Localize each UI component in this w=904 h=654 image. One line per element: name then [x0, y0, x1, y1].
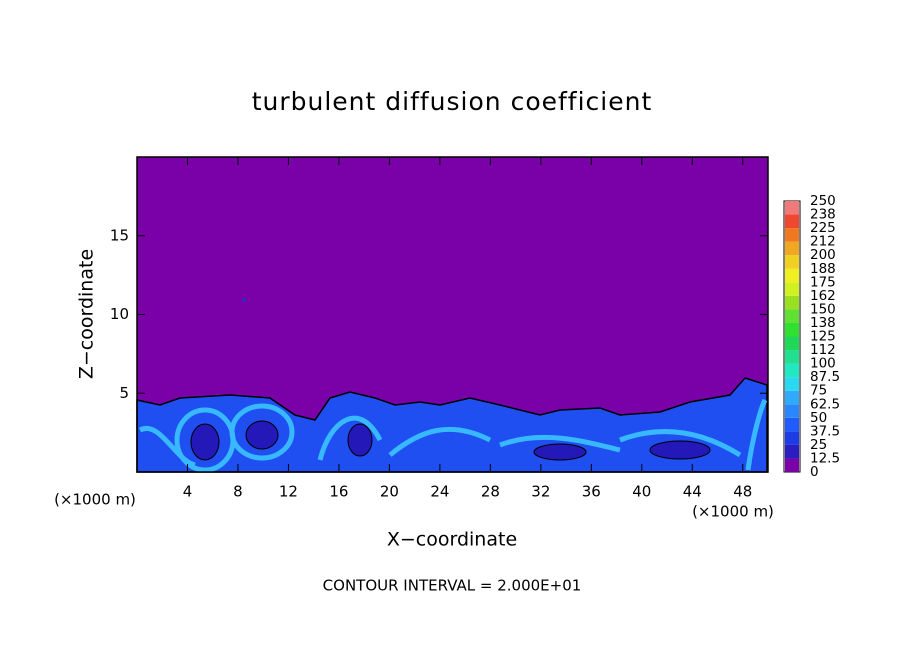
colorbar-band: [785, 228, 799, 242]
colorbar-label: 225: [810, 220, 836, 236]
colorbar-band: [785, 282, 799, 296]
field-spot: [242, 298, 246, 302]
x-tick-label: 16: [329, 483, 348, 501]
x-tick-label: 36: [582, 483, 601, 501]
colorbar-band: [785, 444, 799, 459]
y-tick-label: 10: [110, 305, 129, 323]
colorbar-label: 188: [810, 261, 836, 277]
colorbar-label: 12.5: [810, 450, 840, 466]
colorbar-band: [785, 214, 799, 229]
colorbar-label: 212: [810, 234, 836, 250]
contour-field: [136, 157, 768, 473]
chart-title: turbulent diffusion coefficient: [252, 87, 653, 116]
colorbar-label: 25: [810, 437, 827, 453]
colorbar-label: 175: [810, 274, 836, 290]
colorbar-band: [785, 350, 799, 364]
colorbar-band: [785, 322, 799, 337]
colorbar-label: 138: [810, 315, 836, 331]
colorbar-band: [785, 336, 799, 351]
colorbar-band: [785, 201, 799, 215]
colorbar-label: 200: [810, 247, 836, 263]
colorbar-label: 0: [810, 464, 819, 480]
colorbar-band: [785, 458, 799, 472]
x-tick-label: 24: [430, 483, 449, 501]
colorbar-label: 162: [810, 288, 836, 304]
colorbar-label: 37.5: [810, 423, 840, 439]
x-tick-label: 40: [632, 483, 651, 501]
x-tick-label: 20: [380, 483, 399, 501]
x-axis-label: X−coordinate: [387, 529, 517, 551]
x-tick-label: 8: [233, 483, 243, 501]
colorbar-label: 87.5: [810, 369, 840, 385]
x-tick-label: 28: [481, 483, 500, 501]
x-unit: (×1000 m): [692, 503, 774, 521]
colorbar-band: [785, 404, 799, 418]
colorbar-label: 238: [810, 207, 836, 223]
field-swirls: [138, 398, 768, 473]
x-tick-label: 12: [279, 483, 298, 501]
colorbar-band: [785, 377, 799, 391]
colorbar-label: 150: [810, 301, 836, 317]
colorbar-label: 100: [810, 356, 836, 372]
y-unit: (×1000 m): [54, 491, 136, 509]
colorbar-band: [785, 268, 799, 283]
x-tick-label: 48: [733, 483, 752, 501]
colorbar-band: [785, 363, 799, 378]
x-tick-label: 32: [531, 483, 550, 501]
colorbar-band: [785, 309, 799, 323]
field-cores: [190, 420, 711, 461]
colorbar-band: [785, 295, 799, 310]
x-tick-label: 44: [683, 483, 702, 501]
colorbar-band: [785, 390, 799, 405]
y-axis-label: Z−coordinate: [76, 249, 98, 379]
colorbar-label: 62.5: [810, 396, 840, 412]
colorbar-label: 125: [810, 329, 836, 345]
colorbar-label: 250: [810, 193, 836, 209]
colorbar-band: [785, 255, 799, 269]
colorbar-label: 112: [810, 342, 836, 358]
colorbar-label: 75: [810, 383, 827, 399]
x-tick-label: 4: [183, 483, 193, 501]
y-tick-label: 15: [110, 226, 129, 244]
colorbar-band: [785, 431, 799, 445]
colorbar-band: [785, 241, 799, 256]
y-tick-label: 5: [119, 384, 129, 402]
annotation: CONTOUR INTERVAL = 2.000E+01: [323, 577, 582, 595]
colorbar-label: 50: [810, 410, 827, 426]
colorbar-band: [785, 417, 799, 432]
